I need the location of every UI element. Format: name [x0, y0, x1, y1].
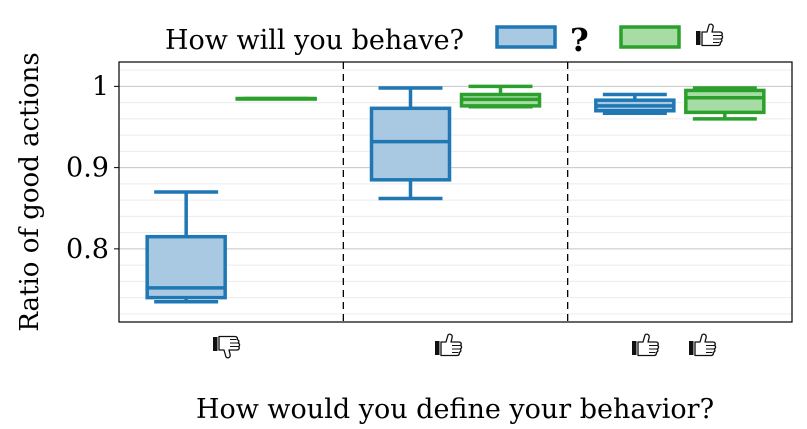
- grid: [119, 62, 792, 322]
- x-tick-thumbs-up-icon-2: [688, 333, 717, 357]
- box-thumbs-down-?: [145, 190, 227, 304]
- x-tick-thumbs-down-icon: [212, 335, 241, 359]
- legend-thumbs-up-icon: [695, 23, 724, 47]
- y-tick-label: 0.9: [66, 153, 109, 184]
- x-tick-thumbs-up-icon: [434, 333, 463, 357]
- x-axis-label: How would you define your behavior?: [196, 394, 714, 425]
- y-axis-label: Ratio of good actions: [15, 52, 45, 331]
- box-body: [369, 106, 452, 182]
- box-thumbs-up thumbs-up-thumbs-up: [684, 86, 766, 121]
- plot-frame: [118, 61, 793, 323]
- y-axis: 0.8 0.9 1: [66, 71, 119, 265]
- legend-title: How will you behave?: [165, 25, 464, 56]
- x-tick-thumbs-up-icon-1: [631, 333, 660, 357]
- box-body: [684, 88, 766, 115]
- x-tick-labels: [212, 333, 717, 359]
- box-thumbs-up-thumbs-up: [459, 84, 542, 109]
- y-tick-label: 1: [92, 71, 109, 102]
- legend-label-question: ?: [570, 21, 589, 59]
- box-thumbs-up thumbs-up-?: [594, 92, 676, 115]
- box-thumbs-down-thumbs-up: [235, 96, 317, 101]
- y-tick-label: 0.8: [66, 234, 109, 265]
- box-thumbs-up-?: [369, 86, 452, 201]
- legend: How will you behave? ?: [165, 21, 724, 59]
- legend-swatch-thumbs-up: [619, 25, 681, 49]
- boxes: [145, 84, 766, 304]
- legend-swatch-question: [495, 25, 557, 49]
